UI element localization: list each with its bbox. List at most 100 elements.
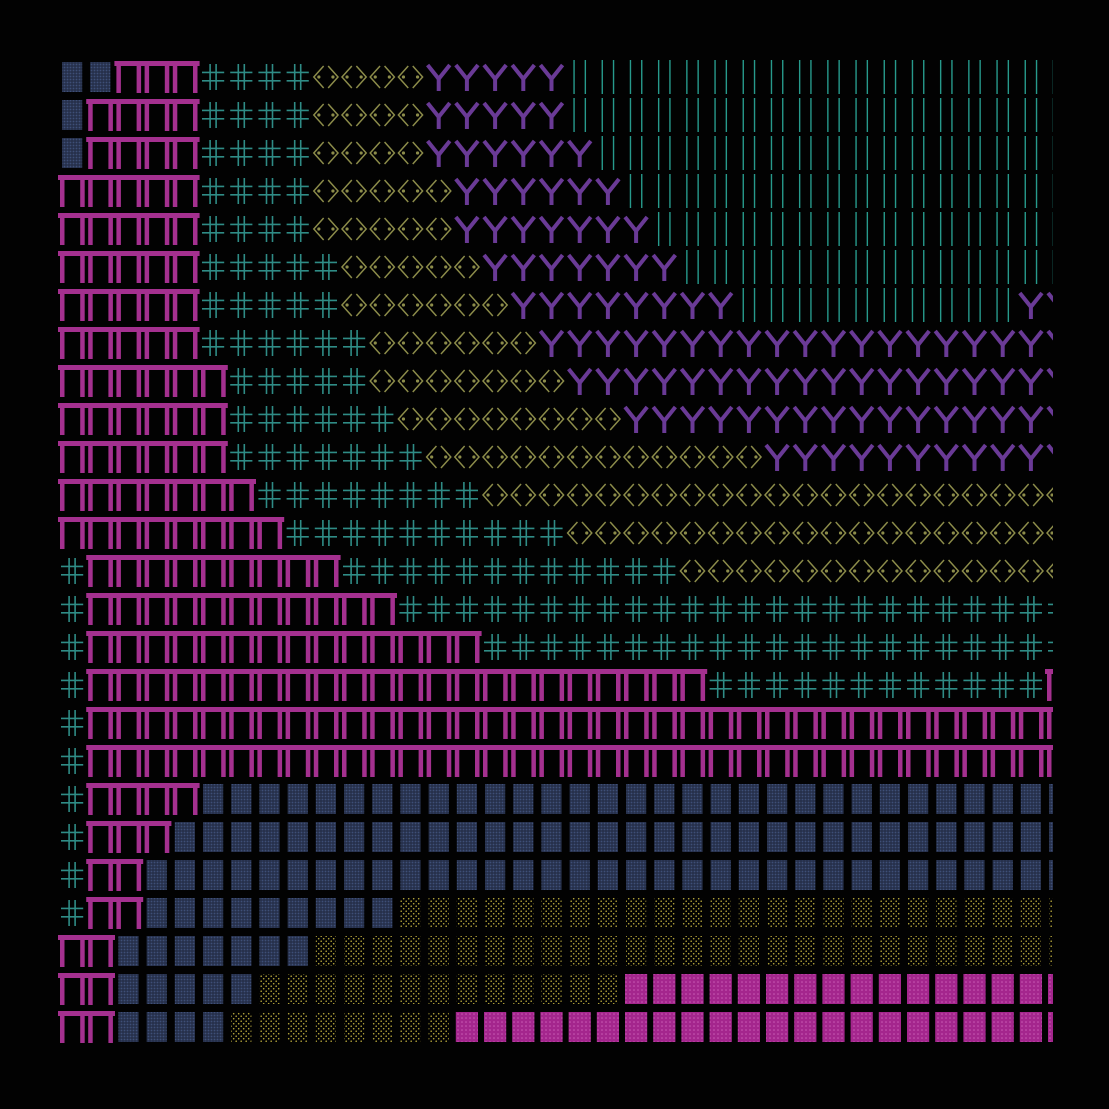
- wishbone-glyph: [905, 367, 931, 395]
- yellow-dots-glyph: [287, 1012, 308, 1042]
- mosaic-row: [61, 555, 1053, 587]
- bar-glyph: [686, 212, 699, 246]
- cross-glyph: [568, 634, 591, 660]
- bar-glyph: [714, 250, 728, 284]
- bar-glyph: [1052, 174, 1053, 208]
- yellow-dots-glyph: [795, 936, 816, 966]
- cross-glyph: [822, 596, 845, 622]
- blue-dots-glyph: [203, 822, 224, 852]
- gate-glyph: [86, 669, 115, 701]
- cross-glyph: [230, 368, 253, 394]
- yellow-dots-glyph: [456, 898, 477, 928]
- gate-glyph: [255, 593, 285, 625]
- chevron-glyph: [763, 483, 791, 507]
- gate-glyph: [114, 61, 144, 93]
- blue-dots-glyph: [1049, 860, 1053, 890]
- gate-glyph: [706, 707, 736, 739]
- blue-dots-glyph: [259, 898, 280, 928]
- blue-dots-glyph: [682, 784, 703, 814]
- bar-glyph: [629, 136, 643, 170]
- gate-glyph: [340, 669, 369, 701]
- cross-glyph: [286, 368, 309, 394]
- cross-glyph: [61, 900, 84, 926]
- bar-glyph: [742, 60, 756, 94]
- gate-glyph: [114, 555, 144, 587]
- wishbone-glyph: [510, 177, 536, 205]
- bar-glyph: [770, 136, 784, 170]
- cross-glyph: [850, 634, 873, 660]
- cross-glyph: [681, 596, 704, 622]
- magenta-block-glyph: [512, 1012, 535, 1042]
- yellow-dots-glyph: [428, 974, 449, 1004]
- blue-dots-glyph: [203, 936, 224, 966]
- gate-glyph: [227, 517, 256, 549]
- wishbone-glyph: [454, 215, 480, 243]
- gate-glyph: [170, 251, 200, 283]
- gate-glyph: [170, 707, 200, 739]
- bar-glyph: [1024, 174, 1038, 208]
- cross-glyph: [427, 520, 450, 546]
- chevron-glyph: [1045, 525, 1053, 541]
- chevron-glyph: [340, 65, 368, 89]
- chevron-glyph: [369, 293, 396, 317]
- wishbone-glyph: [877, 367, 903, 395]
- gate-glyph: [58, 517, 87, 549]
- gate-glyph: [932, 707, 961, 739]
- gate-glyph: [537, 669, 567, 701]
- gate-glyph: [481, 669, 510, 701]
- cross-glyph: [512, 634, 535, 660]
- chevron-glyph: [651, 483, 678, 507]
- cross-glyph: [737, 596, 760, 622]
- gate-glyph: [424, 745, 454, 777]
- cross-glyph: [963, 634, 986, 660]
- wishbone-glyph: [426, 139, 452, 167]
- blue-dots-glyph: [203, 860, 224, 890]
- gate-glyph: [227, 479, 256, 511]
- cross-glyph: [371, 558, 394, 584]
- blue-dots-glyph: [597, 822, 618, 852]
- cross-glyph: [258, 406, 281, 432]
- blue-dots-glyph: [795, 822, 816, 852]
- yellow-dots-glyph: [823, 936, 844, 966]
- gate-glyph: [142, 251, 172, 283]
- cross-glyph: [286, 330, 309, 356]
- wishbone-glyph: [538, 253, 565, 281]
- cross-glyph: [202, 178, 225, 204]
- chevron-glyph: [425, 179, 452, 203]
- chevron-glyph: [904, 483, 932, 507]
- yellow-dots-glyph: [231, 1012, 252, 1042]
- wishbone-glyph: [1018, 367, 1044, 395]
- gate-glyph: [368, 707, 397, 739]
- gate-glyph: [396, 631, 426, 663]
- gate-glyph: [142, 555, 172, 587]
- wishbone-glyph: [679, 367, 706, 395]
- gate-glyph: [622, 745, 651, 777]
- chevron-glyph: [792, 483, 819, 507]
- blue-dots-glyph: [879, 822, 900, 852]
- yellow-dots-glyph: [400, 898, 421, 928]
- chevron-glyph: [651, 445, 678, 469]
- gate-glyph: [86, 745, 115, 777]
- wishbone-glyph: [792, 367, 818, 395]
- yellow-dots-glyph: [456, 974, 477, 1004]
- yellow-dots-glyph: [1049, 936, 1053, 966]
- blue-dots-glyph: [1049, 784, 1053, 814]
- gate-glyph: [424, 631, 454, 663]
- gate-glyph: [86, 175, 115, 207]
- mosaic-row: [58, 973, 1053, 1005]
- yellow-dots-glyph: [372, 936, 393, 966]
- wishbone-glyph: [595, 253, 621, 281]
- mosaic-row: [61, 707, 1053, 739]
- cross-glyph: [230, 102, 253, 128]
- magenta-block-glyph: [907, 1012, 930, 1042]
- mosaic-row: [58, 365, 1053, 397]
- wishbone-glyph: [510, 253, 536, 281]
- gate-glyph: [114, 897, 144, 929]
- wishbone-glyph: [482, 101, 508, 129]
- magenta-block-glyph: [540, 1012, 563, 1042]
- wishbone-glyph: [849, 367, 875, 395]
- chevron-glyph: [792, 521, 819, 545]
- chevron-glyph: [848, 521, 875, 545]
- gate-glyph: [58, 251, 87, 283]
- bar-glyph: [968, 60, 981, 94]
